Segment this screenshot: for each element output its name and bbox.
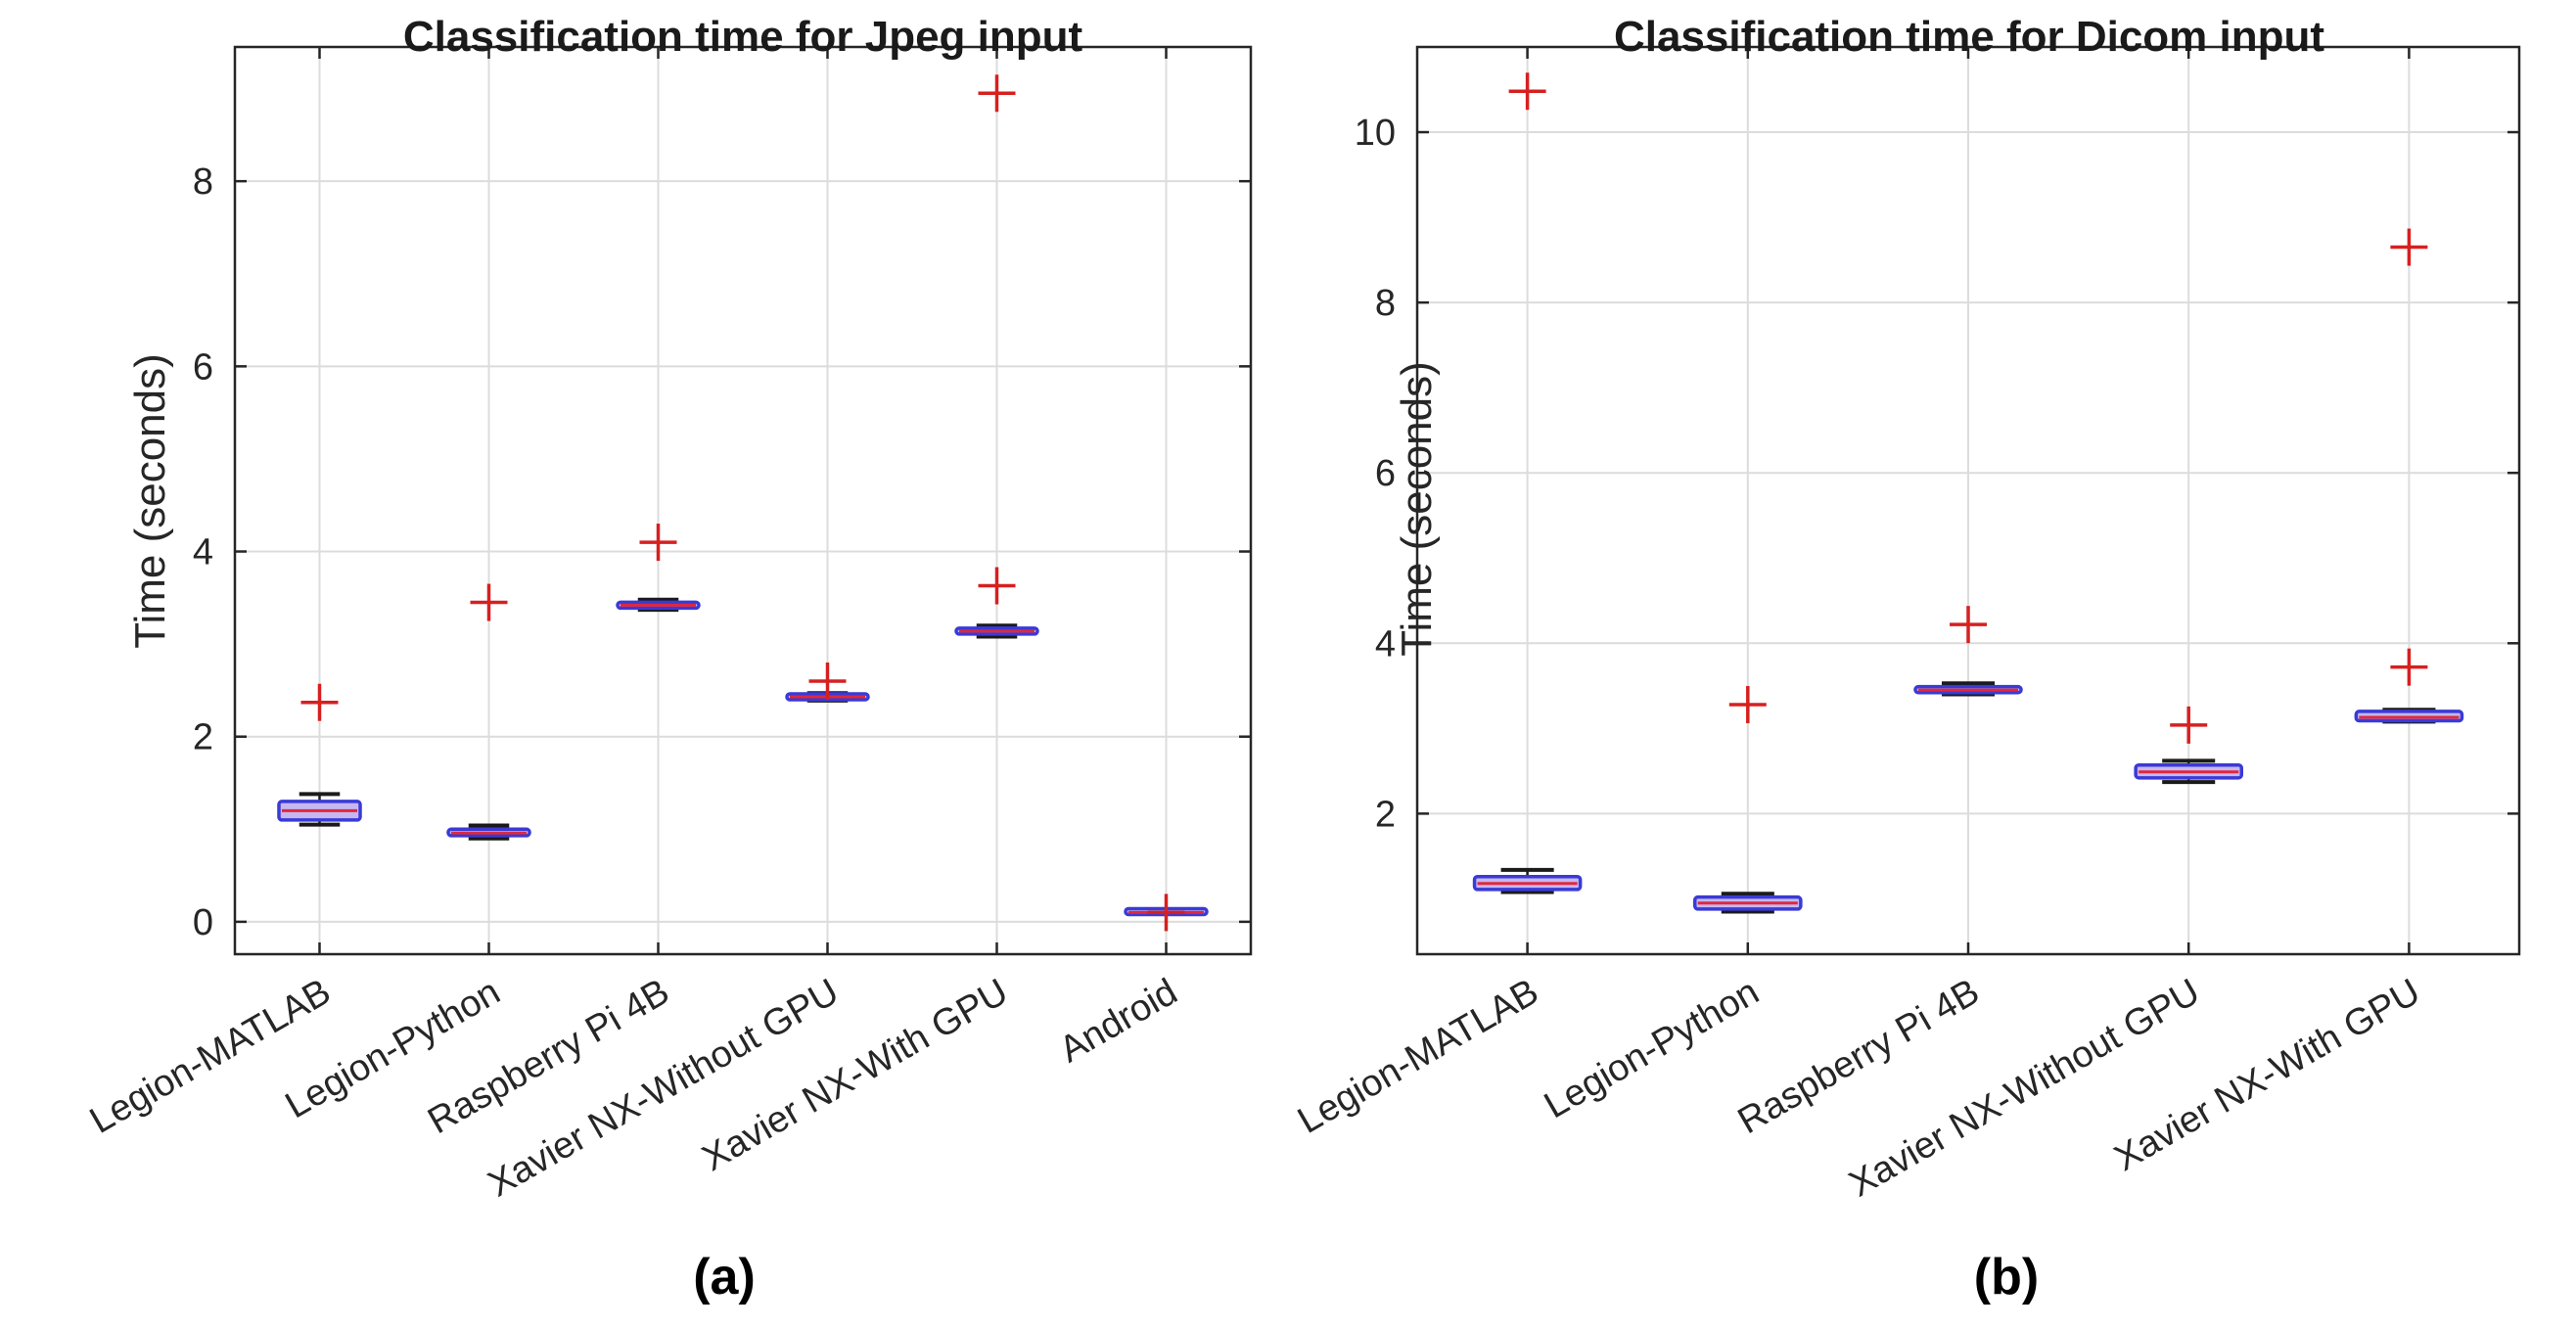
x-tick-label: Xavier NX-Without GPU — [1843, 971, 2207, 1205]
y-tick-label: 8 — [1375, 283, 1396, 324]
box-raspberry-pi-4b — [616, 524, 701, 613]
box-legion-python — [446, 583, 531, 841]
chart-title: Classification time for Dicom input — [1614, 13, 2324, 61]
chart-panel-jpeg: 02468Legion-MATLABLegion-PythonRaspberry… — [83, 13, 1253, 1306]
y-tick-label: 2 — [1375, 794, 1396, 835]
box-xavier-nx-without-gpu — [785, 662, 870, 703]
chart-title: Classification time for Jpeg input — [403, 13, 1083, 61]
x-tick-label: Android — [1053, 971, 1184, 1071]
box-xavier-nx-with-gpu — [954, 74, 1039, 639]
box-legion-matlab — [277, 683, 362, 827]
plot-area-frame — [233, 45, 1253, 956]
outlier-marker — [1508, 72, 1546, 111]
chart-panel-dicom: 246810Legion-MATLABLegion-PythonRaspberr… — [1291, 13, 2521, 1306]
outlier-marker — [2170, 706, 2208, 744]
box-android — [1124, 894, 1209, 932]
x-tick-label: Legion-MATLAB — [1291, 971, 1545, 1141]
outlier-marker — [300, 683, 339, 721]
y-tick-label: 8 — [193, 161, 213, 203]
y-tick-label: 6 — [193, 346, 213, 388]
outlier-marker — [1728, 685, 1767, 723]
box-raspberry-pi-4b — [1913, 606, 2023, 697]
panel-label: (b) — [1974, 1249, 2039, 1306]
panel-label: (a) — [693, 1249, 756, 1306]
box-legion-python — [1693, 685, 1803, 914]
y-tick-label: 4 — [193, 532, 213, 573]
y-tick-label: 10 — [1355, 113, 1396, 154]
outlier-marker — [1950, 606, 1987, 644]
x-tick-label: Xavier NX-With GPU — [696, 971, 1015, 1179]
outlier-marker — [978, 567, 1016, 605]
box-xavier-nx-with-gpu — [2354, 228, 2464, 724]
outlier-marker — [2390, 228, 2428, 266]
y-tick-label: 6 — [1375, 453, 1396, 494]
outlier-marker — [470, 583, 508, 621]
outlier-marker — [639, 524, 677, 562]
outlier-marker — [2390, 648, 2428, 686]
y-tick-label: 4 — [1375, 623, 1396, 664]
outlier-marker — [808, 662, 847, 700]
box-xavier-nx-without-gpu — [2134, 706, 2243, 785]
box-legion-matlab — [1472, 72, 1583, 894]
outlier-marker — [978, 74, 1016, 113]
y-tick-label: 0 — [193, 902, 213, 943]
outlier-marker — [1147, 894, 1185, 932]
y-axis-label: Time (seconds) — [126, 353, 174, 649]
y-axis-label: Time (seconds) — [1393, 361, 1441, 657]
y-tick-label: 2 — [193, 717, 213, 758]
x-tick-label: Legion-Python — [1538, 971, 1766, 1126]
